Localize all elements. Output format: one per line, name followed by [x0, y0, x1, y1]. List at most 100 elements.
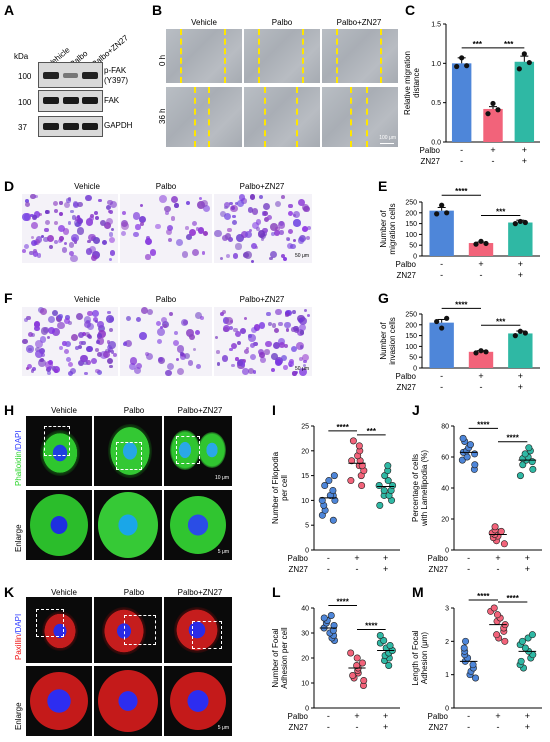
stained-cell [221, 309, 227, 314]
stained-cell [33, 249, 37, 253]
stained-cell [86, 345, 93, 353]
stained-cell [264, 349, 270, 355]
stained-cell [92, 237, 100, 244]
stained-cell [220, 211, 227, 218]
stained-cell [185, 226, 189, 230]
data-point [490, 100, 496, 107]
y-axis-label: migration cells [388, 203, 397, 254]
stained-cell [177, 368, 185, 376]
data-point [358, 482, 366, 490]
stained-cell [261, 238, 265, 242]
stained-cell [303, 359, 307, 364]
stained-cell [58, 314, 63, 319]
group-row-label: Palbo [428, 554, 449, 563]
stained-cell [197, 227, 205, 235]
stained-cell [105, 314, 114, 323]
stained-cell [306, 313, 311, 318]
data-point [529, 465, 537, 473]
stained-cell [241, 198, 247, 204]
stained-cell [225, 317, 233, 325]
stained-cell [136, 316, 142, 322]
stained-cell [80, 354, 88, 363]
stained-cell [164, 205, 171, 212]
stained-cell [28, 347, 32, 352]
scratch-image-palbo-0h [244, 29, 320, 83]
stained-cell [86, 359, 92, 365]
group-row-label: ZN27 [288, 565, 308, 574]
group-sign: + [525, 564, 530, 574]
y-tick-label: 150 [405, 221, 417, 228]
invasion-col-palbo-zn27: Palbo+ZN27 [239, 295, 285, 304]
y-tick-label: 0 [413, 366, 417, 373]
stained-cell [286, 237, 291, 241]
stained-cell [167, 237, 172, 243]
stained-cell [186, 234, 193, 240]
stained-cell [109, 209, 114, 214]
sig-label: *** [367, 427, 377, 436]
group-sign: - [467, 722, 470, 732]
y-tick-label: 200 [405, 210, 417, 217]
stained-cell [258, 352, 265, 359]
stained-cell [272, 341, 281, 349]
stained-cell [262, 202, 270, 210]
stained-cell [273, 327, 280, 334]
stained-cell [61, 247, 68, 253]
stained-cell [149, 249, 157, 256]
stained-cell [243, 250, 252, 259]
stained-cell [250, 194, 256, 200]
blot-band-gapdh [38, 116, 103, 137]
stained-cell [259, 194, 264, 199]
stained-cell [104, 349, 109, 354]
stained-cell [78, 344, 83, 349]
stained-cell [165, 369, 172, 376]
panel-label-f: F [4, 290, 13, 306]
stained-cell [107, 199, 113, 206]
stained-cell [102, 240, 108, 246]
y-tick-label: 150 [405, 333, 417, 340]
stained-cell [85, 194, 92, 202]
stained-cell [44, 361, 53, 370]
stained-cell [88, 245, 96, 253]
panel-label-d: D [4, 178, 15, 194]
stained-cell [53, 239, 58, 244]
stained-cell [263, 211, 269, 216]
stained-cell [66, 356, 72, 362]
stained-cell [278, 337, 285, 345]
paxillin-image-vehicle [26, 597, 92, 663]
y-tick-label: 15 [301, 473, 309, 480]
sig-label: *** [496, 317, 506, 326]
data-point [355, 442, 363, 450]
stained-cell [201, 251, 205, 255]
stained-cell [160, 325, 164, 330]
stained-cell [104, 221, 112, 229]
y-tick-label: 50 [409, 243, 417, 250]
stained-cell [33, 210, 41, 218]
stained-cell [288, 228, 294, 234]
stained-cell [237, 200, 244, 207]
y-tick-label: 0 [305, 548, 309, 555]
data-point [471, 450, 479, 458]
stained-cell [278, 341, 286, 348]
stained-cell [247, 207, 254, 213]
group-row-label: Palbo [396, 372, 417, 381]
stained-cell [253, 324, 261, 331]
stained-cell [195, 330, 201, 336]
stained-cell [230, 204, 238, 212]
panel-label-m: M [412, 584, 424, 600]
data-point [376, 631, 384, 639]
data-point [380, 636, 388, 644]
stained-cell [187, 360, 194, 366]
data-point [347, 477, 355, 485]
data-point [353, 654, 361, 662]
stained-cell [77, 201, 83, 208]
stained-cell [145, 254, 151, 260]
stained-cell [40, 352, 46, 358]
paxillin-image-palbo-zn27 [164, 597, 232, 663]
panel-label-h: H [4, 402, 15, 418]
stained-cell [62, 341, 67, 346]
stained-cell [200, 199, 209, 208]
sig-label: **** [336, 598, 349, 607]
stained-cell [293, 239, 297, 243]
stained-cell [299, 330, 305, 336]
stained-cell [291, 327, 297, 333]
